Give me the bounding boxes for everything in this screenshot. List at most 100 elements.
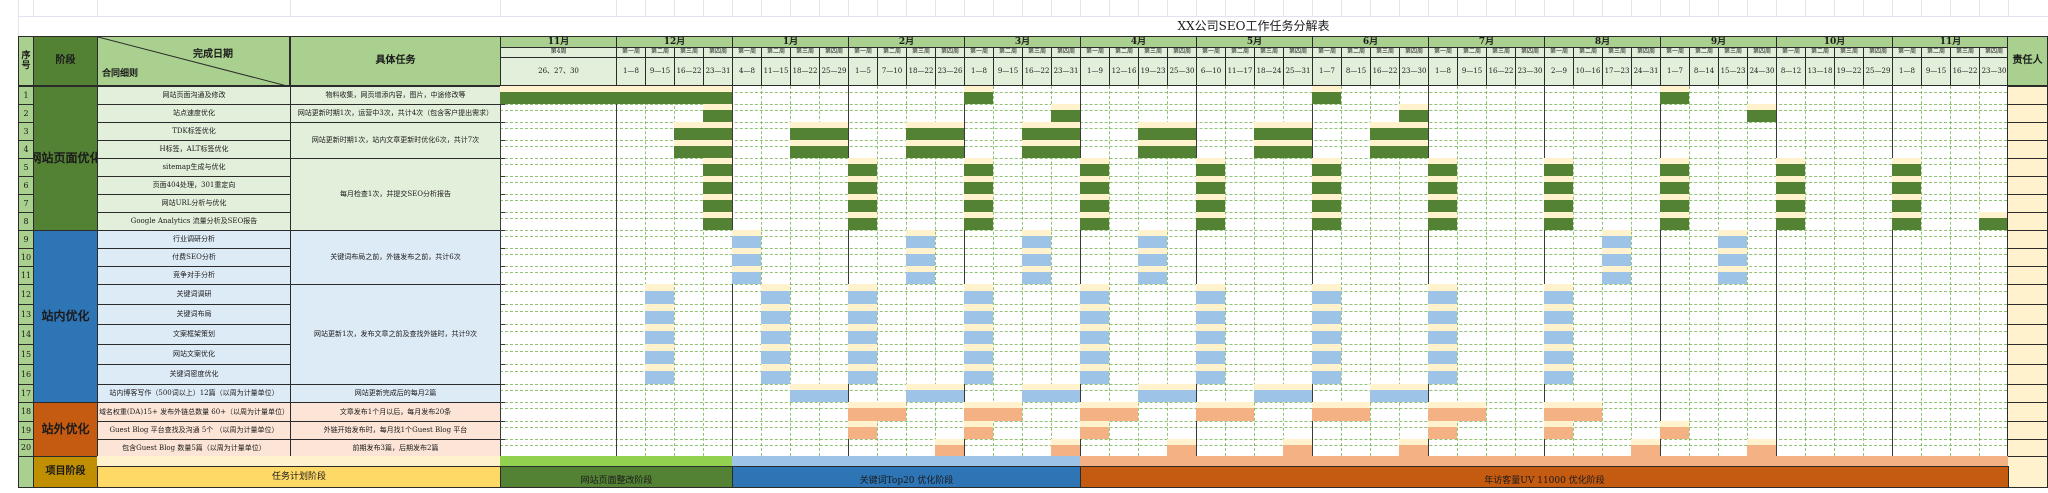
task-bar[interactable] — [1544, 158, 1573, 176]
contract-item[interactable]: 站内博客写作（500词以上）12篇（以周为计量单位） — [97, 384, 291, 403]
task-bar[interactable] — [1544, 344, 1573, 364]
task-bar[interactable] — [1138, 384, 1167, 402]
task-bar[interactable] — [848, 421, 877, 439]
task-bar[interactable] — [645, 304, 674, 324]
task-bar[interactable] — [1080, 364, 1109, 384]
phase-bar[interactable]: 关键词Top20 优化阶段 — [732, 466, 1081, 488]
task-bar[interactable] — [1428, 176, 1457, 194]
task-bar[interactable] — [1225, 402, 1254, 421]
task-bar[interactable] — [1138, 230, 1167, 248]
task-bar[interactable] — [674, 140, 703, 158]
week-dates[interactable]: 19—23 — [1138, 57, 1168, 86]
task-bar[interactable] — [964, 402, 993, 421]
contract-item[interactable]: 网站文案优化 — [97, 344, 291, 365]
task-bar[interactable] — [1080, 304, 1109, 324]
task-bar[interactable] — [1022, 122, 1051, 140]
stage-orange[interactable]: 站外优化 — [33, 402, 98, 457]
task-bar[interactable] — [1022, 266, 1051, 284]
task-bar[interactable] — [935, 122, 964, 140]
contract-item[interactable]: 行业调研分析 — [97, 230, 291, 249]
phase-seq-cell[interactable] — [18, 456, 34, 488]
task-bar[interactable] — [1167, 384, 1196, 402]
task-bar[interactable] — [848, 344, 877, 364]
task-bar[interactable] — [1660, 158, 1689, 176]
contract-item[interactable]: sitemap生成与优化 — [97, 158, 291, 177]
week-dates[interactable]: 12—16 — [1109, 57, 1139, 86]
week-dates[interactable]: 23—31 — [703, 57, 733, 86]
week-dates[interactable]: 1—8 — [1892, 57, 1922, 86]
contract-item[interactable]: Guest Blog 平台查找及沟通 5个 （以周为计量单位） — [97, 421, 291, 440]
contract-item[interactable]: 关键词调研 — [97, 284, 291, 305]
task-bar[interactable] — [1428, 421, 1457, 439]
task-bar[interactable] — [906, 230, 935, 248]
task-bar[interactable] — [1080, 344, 1109, 364]
task-bar[interactable] — [1341, 402, 1370, 421]
owner-cell[interactable] — [2007, 158, 2048, 177]
task-bar[interactable] — [964, 421, 993, 439]
contract-item[interactable]: 文案框架策划 — [97, 324, 291, 345]
task-bar[interactable] — [1051, 122, 1080, 140]
week-dates[interactable]: 11—17 — [1225, 57, 1255, 86]
phase-bar[interactable]: 网站页面整改阶段 — [500, 466, 733, 488]
week-dates[interactable]: 23—30 — [1515, 57, 1545, 86]
task-bar[interactable] — [1312, 194, 1341, 212]
contract-item[interactable]: Google Analytics 流量分析及SEO报告 — [97, 212, 291, 231]
task-bar[interactable] — [1167, 140, 1196, 158]
week-dates[interactable]: 25—29 — [1863, 57, 1893, 86]
task-bar[interactable] — [1428, 344, 1457, 364]
contract-item[interactable]: 站点速度优化 — [97, 104, 291, 123]
task-bar[interactable] — [761, 344, 790, 364]
owner-cell[interactable] — [2007, 122, 2048, 141]
task-bar[interactable] — [1428, 304, 1457, 324]
header-task[interactable]: 具体任务 — [290, 36, 501, 86]
task-bar[interactable] — [1312, 324, 1341, 344]
task-bar[interactable] — [1776, 158, 1805, 176]
task-bar[interactable] — [1196, 158, 1225, 176]
header-seq[interactable]: 序 号 — [18, 36, 34, 86]
task-bar[interactable] — [964, 86, 993, 104]
task-bar[interactable] — [1080, 158, 1109, 176]
task-bar[interactable] — [1051, 384, 1080, 402]
task-bar[interactable] — [790, 122, 819, 140]
task-bar[interactable] — [1428, 364, 1457, 384]
owner-cell[interactable] — [2007, 324, 2048, 345]
task-bar[interactable] — [848, 284, 877, 304]
task-bar[interactable] — [1544, 194, 1573, 212]
task-bar[interactable] — [732, 230, 761, 248]
task-description[interactable]: 网站更新1次，发布文章之前及查找外链时，共计9次 — [290, 284, 501, 385]
task-bar[interactable] — [1718, 248, 1747, 266]
owner-cell[interactable] — [2007, 194, 2048, 213]
owner-cell[interactable] — [2007, 384, 2048, 403]
week-dates[interactable]: 18—24 — [1254, 57, 1284, 86]
week-dates[interactable]: 23—30 — [1979, 57, 2009, 86]
task-bar[interactable] — [1254, 122, 1283, 140]
task-bar[interactable] — [645, 324, 674, 344]
week-dates[interactable]: 19—22 — [1834, 57, 1864, 86]
task-bar[interactable] — [1399, 140, 1428, 158]
task-bar[interactable] — [1544, 364, 1573, 384]
task-bar[interactable] — [1196, 402, 1225, 421]
contract-item[interactable]: TDK标签优化 — [97, 122, 291, 141]
week-dates[interactable]: 4—8 — [732, 57, 762, 86]
task-bar[interactable] — [732, 266, 761, 284]
task-bar[interactable] — [1399, 439, 1428, 456]
week-dates[interactable]: 23—31 — [1051, 57, 1081, 86]
task-bar[interactable] — [819, 384, 848, 402]
task-bar[interactable] — [1196, 364, 1225, 384]
task-bar[interactable] — [1602, 266, 1631, 284]
task-bar[interactable] — [1080, 324, 1109, 344]
owner-cell[interactable] — [2007, 402, 2048, 422]
task-bar[interactable] — [1167, 439, 1196, 456]
task-bar[interactable] — [1776, 212, 1805, 230]
task-bar[interactable] — [1312, 364, 1341, 384]
week-dates[interactable]: 15—23 — [1718, 57, 1748, 86]
task-bar[interactable] — [848, 364, 877, 384]
task-bar[interactable] — [964, 212, 993, 230]
task-bar[interactable] — [1718, 266, 1747, 284]
task-bar[interactable] — [1399, 384, 1428, 402]
task-bar[interactable] — [1544, 284, 1573, 304]
task-bar[interactable] — [848, 402, 877, 421]
task-bar[interactable] — [1051, 140, 1080, 158]
task-bar[interactable] — [703, 212, 732, 230]
week-dates[interactable]: 8—15 — [1341, 57, 1371, 86]
